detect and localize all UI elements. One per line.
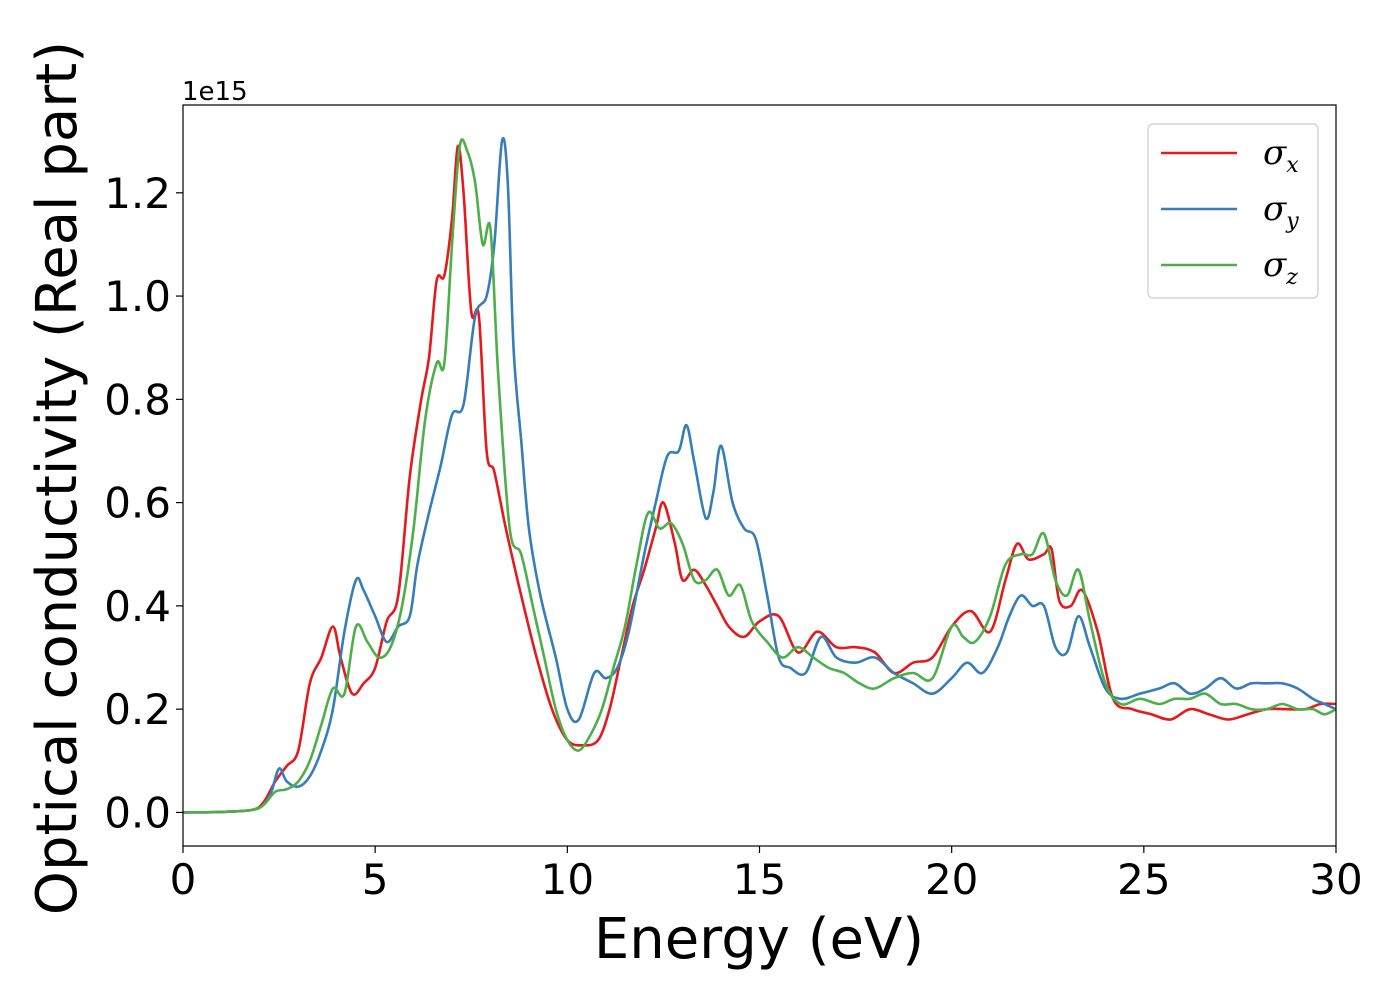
x-tick-label: 15 xyxy=(733,855,786,904)
x-axis-title: Energy (eV) xyxy=(594,907,924,972)
y-tick-label: 0.8 xyxy=(104,375,171,424)
y-tick-label: 0.2 xyxy=(104,685,171,734)
legend-label-z: σz xyxy=(1263,245,1298,290)
x-tick-label: 30 xyxy=(1309,855,1362,904)
x-tick-label: 0 xyxy=(170,855,197,904)
y-tick-label: 0.0 xyxy=(104,788,171,837)
series-line-y xyxy=(183,137,1336,814)
y-axis-offset-label: 1e15 xyxy=(182,77,248,107)
y-tick-label: 0.4 xyxy=(104,582,171,631)
y-tick-label: 0.6 xyxy=(104,479,171,528)
x-tick-label: 20 xyxy=(925,855,978,904)
x-tick-label: 10 xyxy=(541,855,594,904)
legend: σx σy σz xyxy=(1147,123,1319,299)
y-tick-label: 1.2 xyxy=(104,169,171,218)
x-tick-label: 25 xyxy=(1117,855,1170,904)
y-tick-label: 1.0 xyxy=(104,272,171,321)
series-line-z xyxy=(183,138,1336,814)
legend-label-x: σx xyxy=(1263,133,1299,178)
x-tick-label: 5 xyxy=(362,855,389,904)
legend-box xyxy=(1147,123,1319,299)
ticks-layer: 0 5 10 15 20 25 30 0.0 0.2 0.4 0.6 0.8 1.0 1.2 xyxy=(104,169,1363,904)
series-layer xyxy=(183,137,1336,814)
legend-label-y: σy xyxy=(1263,189,1299,234)
y-axis-title: Optical conductivity (Real part) xyxy=(25,41,90,915)
